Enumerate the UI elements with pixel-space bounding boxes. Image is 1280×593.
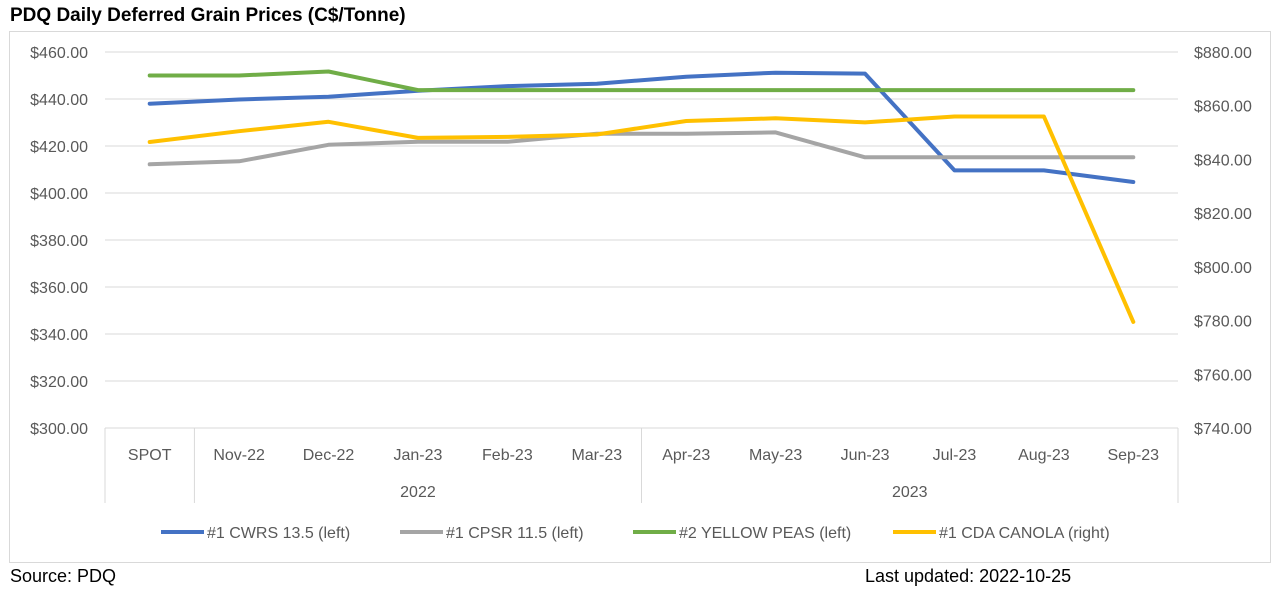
x-tick-label: Dec-22 [303, 447, 355, 464]
x-tick-label: Mar-23 [571, 447, 622, 464]
x-tick-label: Sep-23 [1107, 447, 1159, 464]
x-tick-label: Apr-23 [662, 447, 710, 464]
y-right-tick-label: $800.00 [1194, 260, 1252, 277]
y-right-tick-label: $820.00 [1194, 206, 1252, 223]
legend-label: #1 CPSR 11.5 (left) [446, 525, 584, 542]
chart-frame [9, 31, 1271, 563]
x-tick-label: Feb-23 [482, 447, 533, 464]
y-left-tick-label: $360.00 [30, 280, 88, 297]
y-left-tick-label: $460.00 [30, 45, 88, 62]
y-right-tick-label: $840.00 [1194, 152, 1252, 169]
x-tick-label: Jun-23 [841, 447, 890, 464]
source-note: Source: PDQ [10, 566, 117, 586]
x-tick-label: Aug-23 [1018, 447, 1070, 464]
y-left-tick-label: $340.00 [30, 327, 88, 344]
series-line-2 [147, 130, 1136, 167]
last-updated-note: Last updated: 2022-10-25 [865, 566, 1072, 586]
y-left-tick-label: $400.00 [30, 186, 88, 203]
y-left-tick-label: $380.00 [30, 233, 88, 250]
year-group-label: 2022 [400, 484, 436, 501]
year-group-label: 2023 [892, 484, 928, 501]
x-tick-label: Jan-23 [393, 447, 442, 464]
legend-label: #1 CDA CANOLA (right) [939, 525, 1110, 542]
series-line-1 [147, 70, 1136, 184]
y-left-tick-label: $420.00 [30, 139, 88, 156]
y-left-tick-label: $300.00 [30, 421, 88, 438]
y-right-tick-label: $780.00 [1194, 314, 1252, 331]
x-tick-label: May-23 [749, 447, 802, 464]
y-right-tick-label: $740.00 [1194, 421, 1252, 438]
x-tick-label: SPOT [128, 447, 172, 464]
series-line-3 [147, 69, 1136, 93]
y-left-tick-label: $440.00 [30, 92, 88, 109]
chart-title: PDQ Daily Deferred Grain Prices (C$/Tonn… [10, 5, 406, 26]
legend-label: #1 CWRS 13.5 (left) [207, 525, 350, 542]
x-tick-label: Jul-23 [933, 447, 977, 464]
y-right-tick-label: $860.00 [1194, 99, 1252, 116]
series-line-4 [147, 114, 1136, 324]
y-right-tick-label: $760.00 [1194, 367, 1252, 384]
y-left-tick-label: $320.00 [30, 374, 88, 391]
x-tick-label: Nov-22 [213, 447, 265, 464]
y-right-tick-label: $880.00 [1194, 45, 1252, 62]
legend-label: #2 YELLOW PEAS (left) [679, 525, 851, 542]
